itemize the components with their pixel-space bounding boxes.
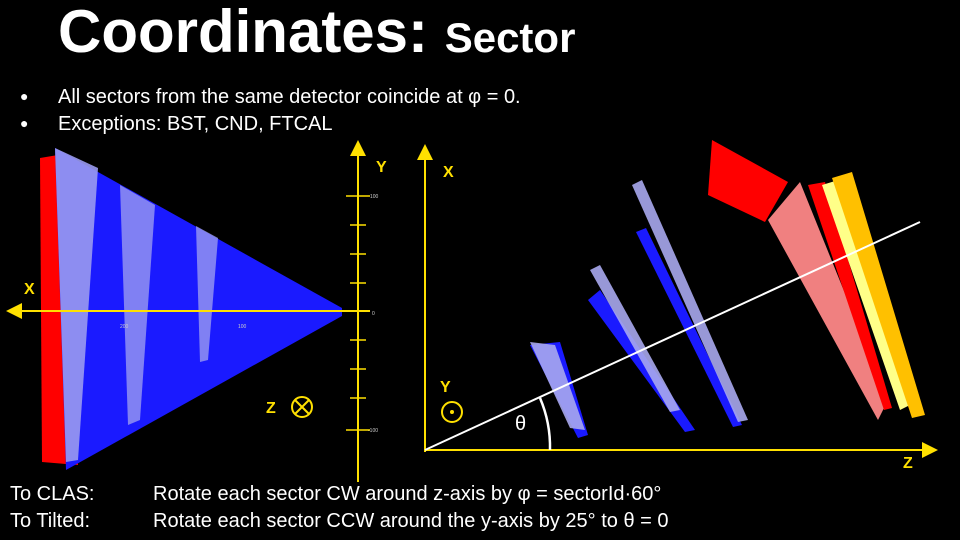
- axis-label: Y: [440, 379, 451, 396]
- bullet: ● All sectors from the same detector coin…: [20, 86, 521, 108]
- axis-label: X: [443, 164, 454, 181]
- note-text: Rotate each sector CW around z-axis by φ…: [153, 483, 662, 505]
- note-label: To Tilted:: [10, 510, 91, 532]
- axis-label: X: [24, 281, 35, 298]
- left-diagram: X Y Z 100 0 -100 200 100: [6, 140, 387, 482]
- bullet: ● Exceptions: BST, CND, FTCAL: [20, 113, 333, 135]
- tick-label: 100: [238, 324, 247, 330]
- title: Coordinates: Sector: [58, 0, 575, 74]
- tick-label: 200: [120, 324, 129, 330]
- tick-label: 100: [370, 194, 379, 200]
- title-main: Coordinates:: [58, 0, 429, 65]
- axis-label: Y: [376, 159, 387, 176]
- note-label: To CLAS:: [10, 483, 95, 505]
- title-sub: Sector: [444, 14, 576, 61]
- axis-label: Z: [903, 455, 913, 472]
- bullet-text: Exceptions: BST, CND, FTCAL: [58, 113, 333, 135]
- axis-label: Z: [266, 400, 276, 417]
- bullet-text: All sectors from the same detector coinc…: [58, 86, 521, 108]
- tick-label: 0: [372, 311, 375, 317]
- note-text: Rotate each sector CCW around the y-axis…: [153, 510, 669, 532]
- right-diagram: X Y Z θ: [417, 140, 938, 472]
- angle-label: θ: [515, 413, 526, 435]
- tick-label: -100: [368, 428, 378, 434]
